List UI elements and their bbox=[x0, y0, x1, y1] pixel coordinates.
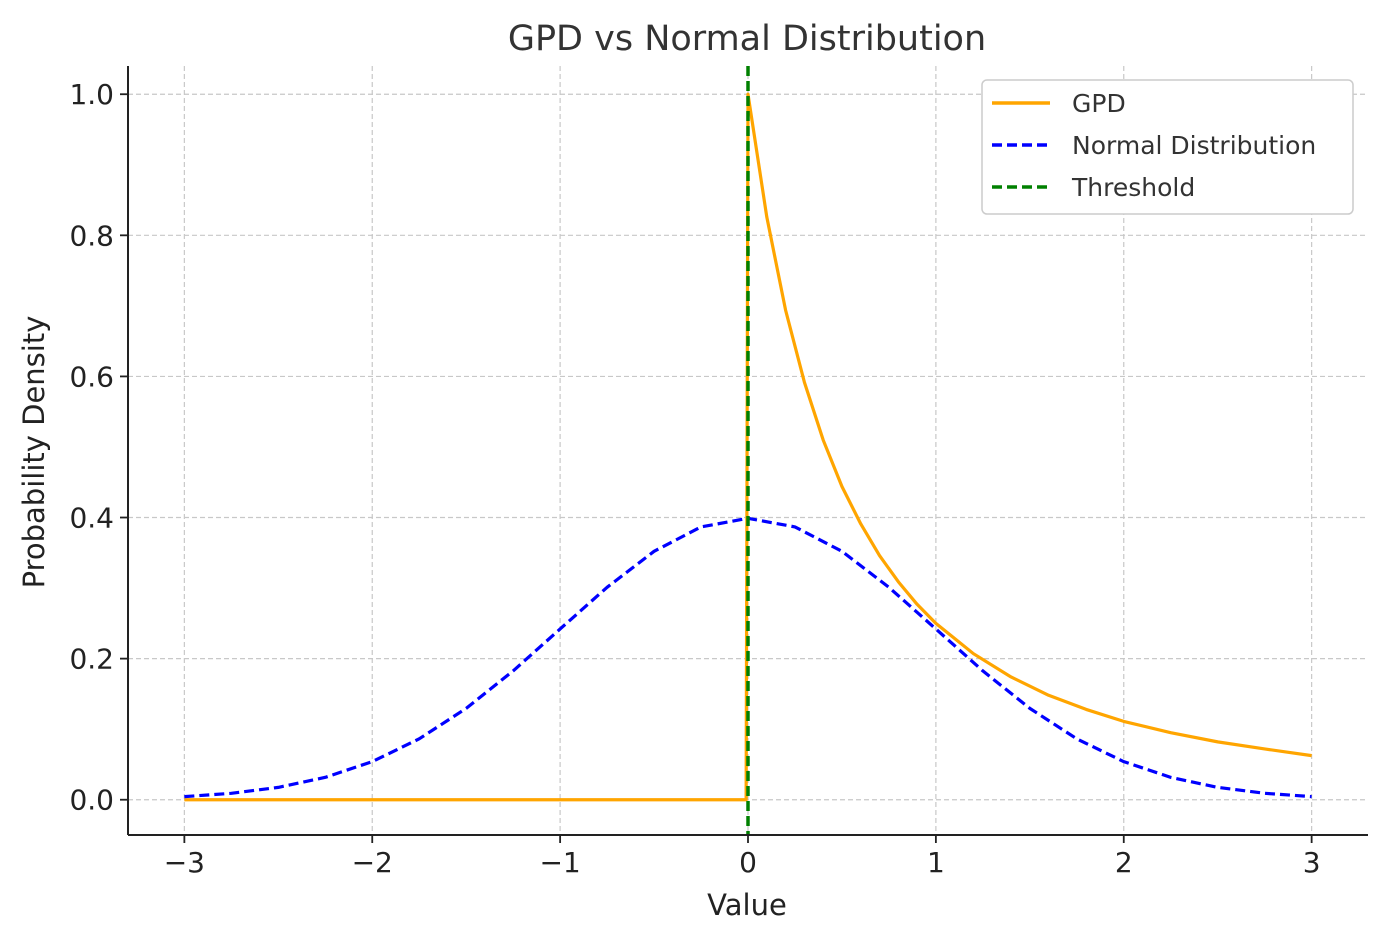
legend-label-gpd: GPD bbox=[1072, 89, 1126, 118]
ticks: −3 −2 −1 0 1 2 3 0.0 0.2 0.4 0.6 0.8 1.0 bbox=[69, 78, 1320, 879]
legend-label-threshold: Threshold bbox=[1071, 173, 1195, 202]
legend: GPD Normal Distribution Threshold bbox=[981, 79, 1354, 215]
x-tick-label: 2 bbox=[1115, 846, 1133, 879]
y-tick-label: 0.2 bbox=[69, 643, 114, 676]
y-tick-label: 0.8 bbox=[69, 219, 114, 252]
gpd-line bbox=[184, 92, 1312, 802]
legend-label-normal-distribution: Normal Distribution bbox=[1072, 131, 1316, 160]
y-tick-label: 0.4 bbox=[69, 502, 114, 535]
x-tick-label: −3 bbox=[164, 846, 205, 879]
plot-area bbox=[184, 66, 1312, 835]
chart-title: GPD vs Normal Distribution bbox=[508, 19, 986, 59]
x-tick-label: 0 bbox=[739, 846, 757, 879]
x-tick-label: 1 bbox=[927, 846, 945, 879]
x-tick-label: −2 bbox=[352, 846, 393, 879]
legend-box bbox=[981, 79, 1354, 215]
x-axis-title: Value bbox=[707, 888, 787, 922]
y-axis-title: Probability Density bbox=[17, 316, 51, 589]
x-tick-label: −1 bbox=[539, 846, 580, 879]
y-tick-label: 0.0 bbox=[69, 784, 114, 817]
x-tick-label: 3 bbox=[1303, 846, 1321, 879]
y-tick-label: 1.0 bbox=[69, 78, 114, 111]
y-tick-label: 0.6 bbox=[69, 360, 114, 393]
